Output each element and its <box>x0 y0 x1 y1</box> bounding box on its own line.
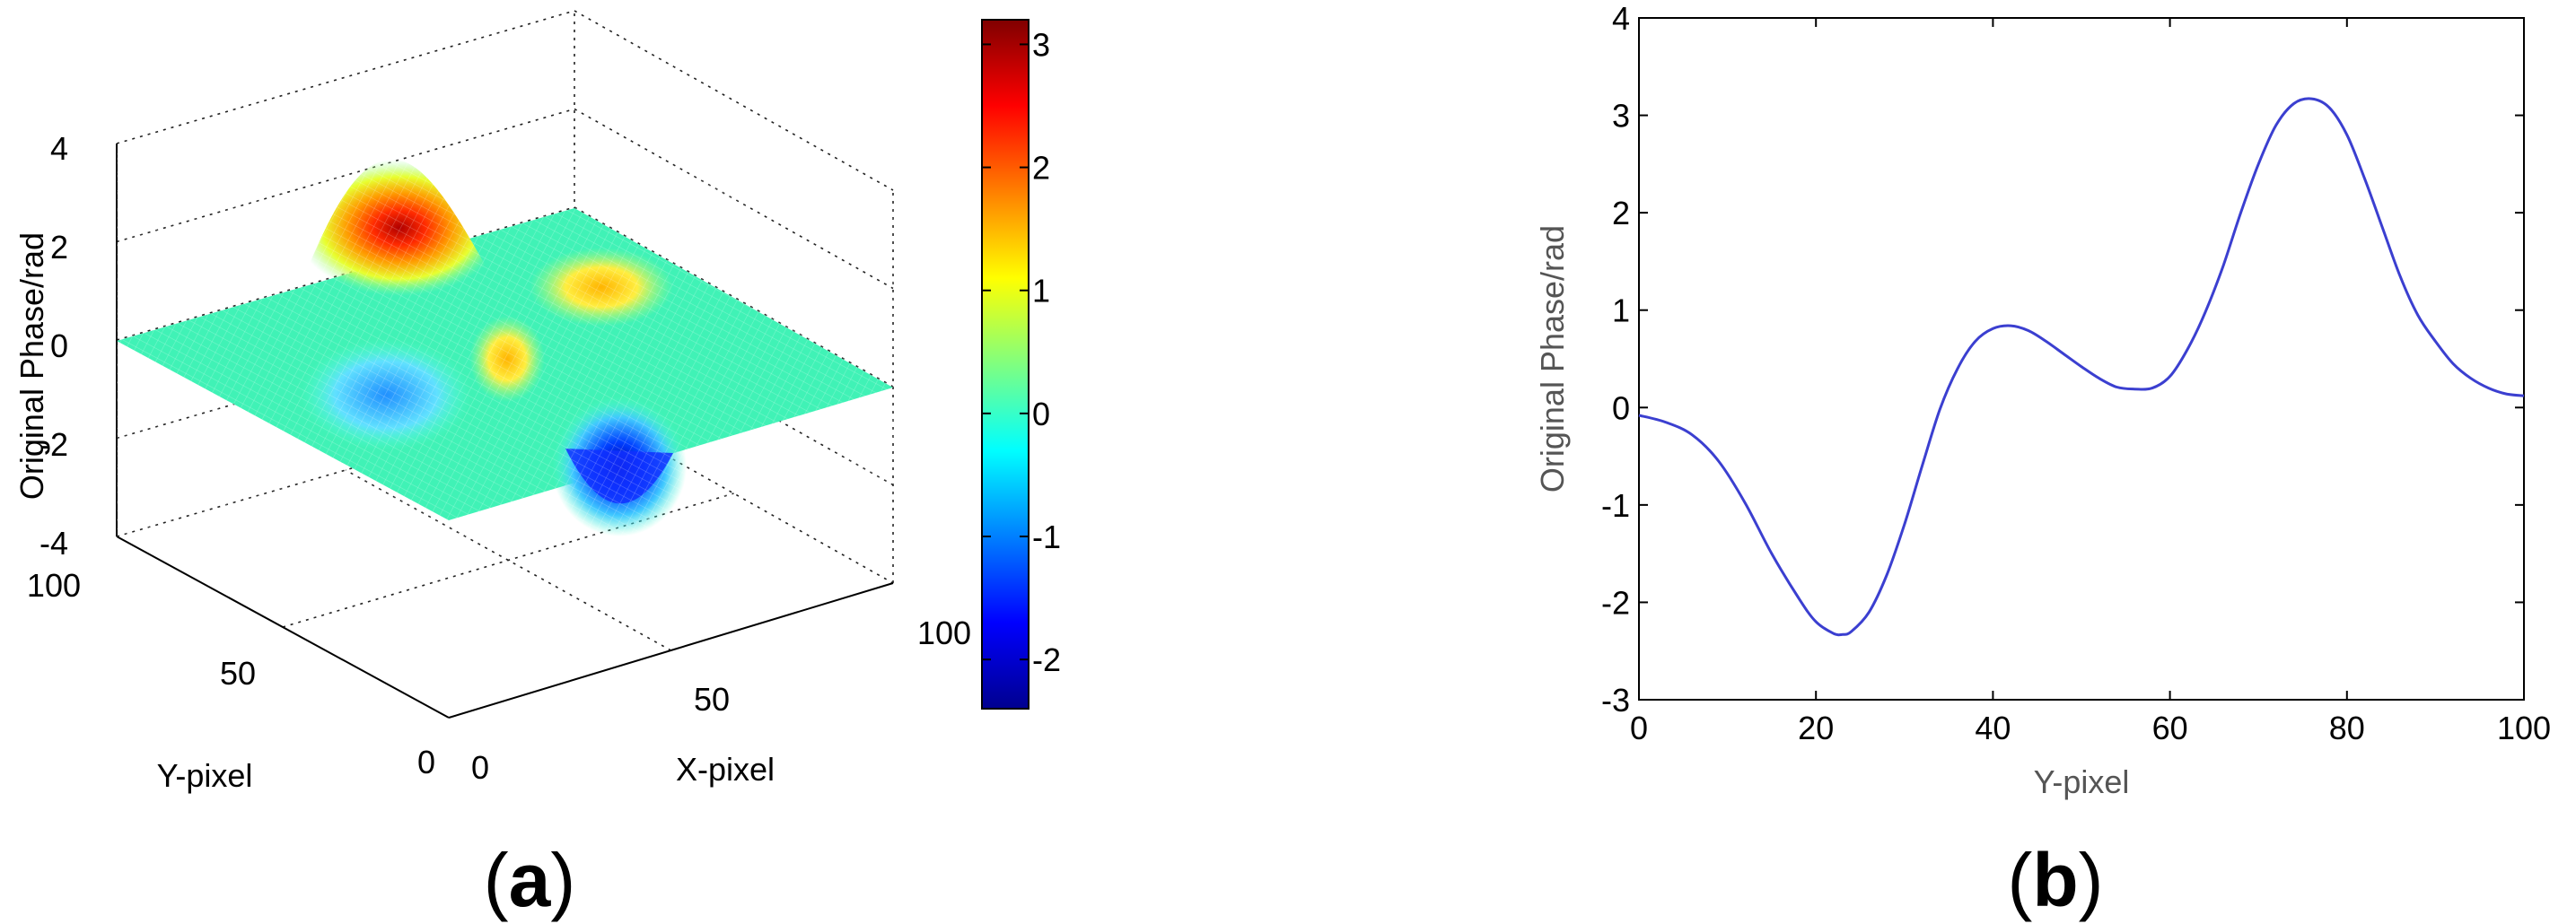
y-tick-label: -3 <box>1601 682 1630 719</box>
y-tick-label: 1 <box>1612 292 1630 329</box>
y-tick-label: 2 <box>1612 195 1630 231</box>
series-line <box>1638 97 2525 637</box>
y-tick-label: 4 <box>1612 0 1630 37</box>
colorbar: -2 -1 0 1 2 3 <box>981 19 1061 710</box>
y-tick-0: 0 <box>417 744 435 780</box>
y-axis-line <box>116 536 450 719</box>
x-tick-label: 20 <box>1798 710 1834 746</box>
x-tick-label: 60 <box>2152 710 2188 746</box>
y-tick-label: 3 <box>1612 98 1630 135</box>
x-tick-100: 100 <box>917 615 971 651</box>
y-axis-label: Original Phase/rad <box>1534 225 1571 493</box>
z-axis-label: Original Phase/rad <box>13 232 50 500</box>
colorbar-tick-label: -2 <box>1032 641 1061 678</box>
surface-mesh-overlay <box>117 153 898 538</box>
x-tick-0: 0 <box>471 749 489 786</box>
y-gridline <box>282 493 734 628</box>
phase-surface <box>117 153 898 538</box>
surface-plot-panel: 4 2 0 -2 -4 Original Phase/rad 100 50 0 … <box>13 10 1061 794</box>
caption-a: (a) <box>484 838 576 922</box>
z-tick-4: 4 <box>50 130 68 167</box>
y-tick-label: 0 <box>1612 389 1630 426</box>
colorbar-tick-label: 1 <box>1032 273 1050 309</box>
y-tick-label: -2 <box>1601 584 1630 621</box>
colorbar-tick-label: 0 <box>1032 396 1050 432</box>
y-tick-100: 100 <box>27 567 81 604</box>
caption-b: (b) <box>2007 838 2103 922</box>
plot-frame <box>1638 17 2525 701</box>
colorbar-tick-label: -1 <box>1032 519 1061 555</box>
x-axis-line <box>448 582 894 719</box>
line-plot-panel: 0 20 40 60 80 100 -3 -2 -1 0 1 2 3 4 Y-pixel Original… <box>1534 0 2551 800</box>
y-axis-label: Y-pixel <box>157 757 253 794</box>
y-tick-50: 50 <box>220 655 256 692</box>
z-tick-neg2: -2 <box>39 426 68 463</box>
colorbar-gradient <box>981 19 1030 710</box>
y-tick-label: -1 <box>1601 487 1630 524</box>
x-axis-label: Y-pixel <box>2034 763 2130 800</box>
x-ticks: 0 50 100 <box>471 615 971 786</box>
z-tick-2: 2 <box>50 229 68 266</box>
x-tick-50: 50 <box>694 681 730 718</box>
box-edge <box>116 10 575 144</box>
x-axis-label: X-pixel <box>676 751 775 788</box>
z-tick-neg4: -4 <box>39 525 68 562</box>
colorbar-tick-label: 2 <box>1032 150 1050 187</box>
y-ticks: 100 50 0 <box>27 567 435 780</box>
x-tick-label: 100 <box>2497 710 2551 746</box>
z-ticks: 4 2 0 -2 -4 <box>39 130 68 562</box>
colorbar-tick-label: 3 <box>1032 26 1050 63</box>
z-gridline <box>116 108 575 243</box>
z-tick-0: 0 <box>50 327 68 364</box>
tick-marks-and-labels: 0 20 40 60 80 100 -3 -2 -1 0 1 2 3 4 <box>1601 0 2551 746</box>
x-tick-label: 80 <box>2329 710 2365 746</box>
x-tick-label: 0 <box>1630 710 1648 746</box>
x-tick-label: 40 <box>1975 710 2011 746</box>
